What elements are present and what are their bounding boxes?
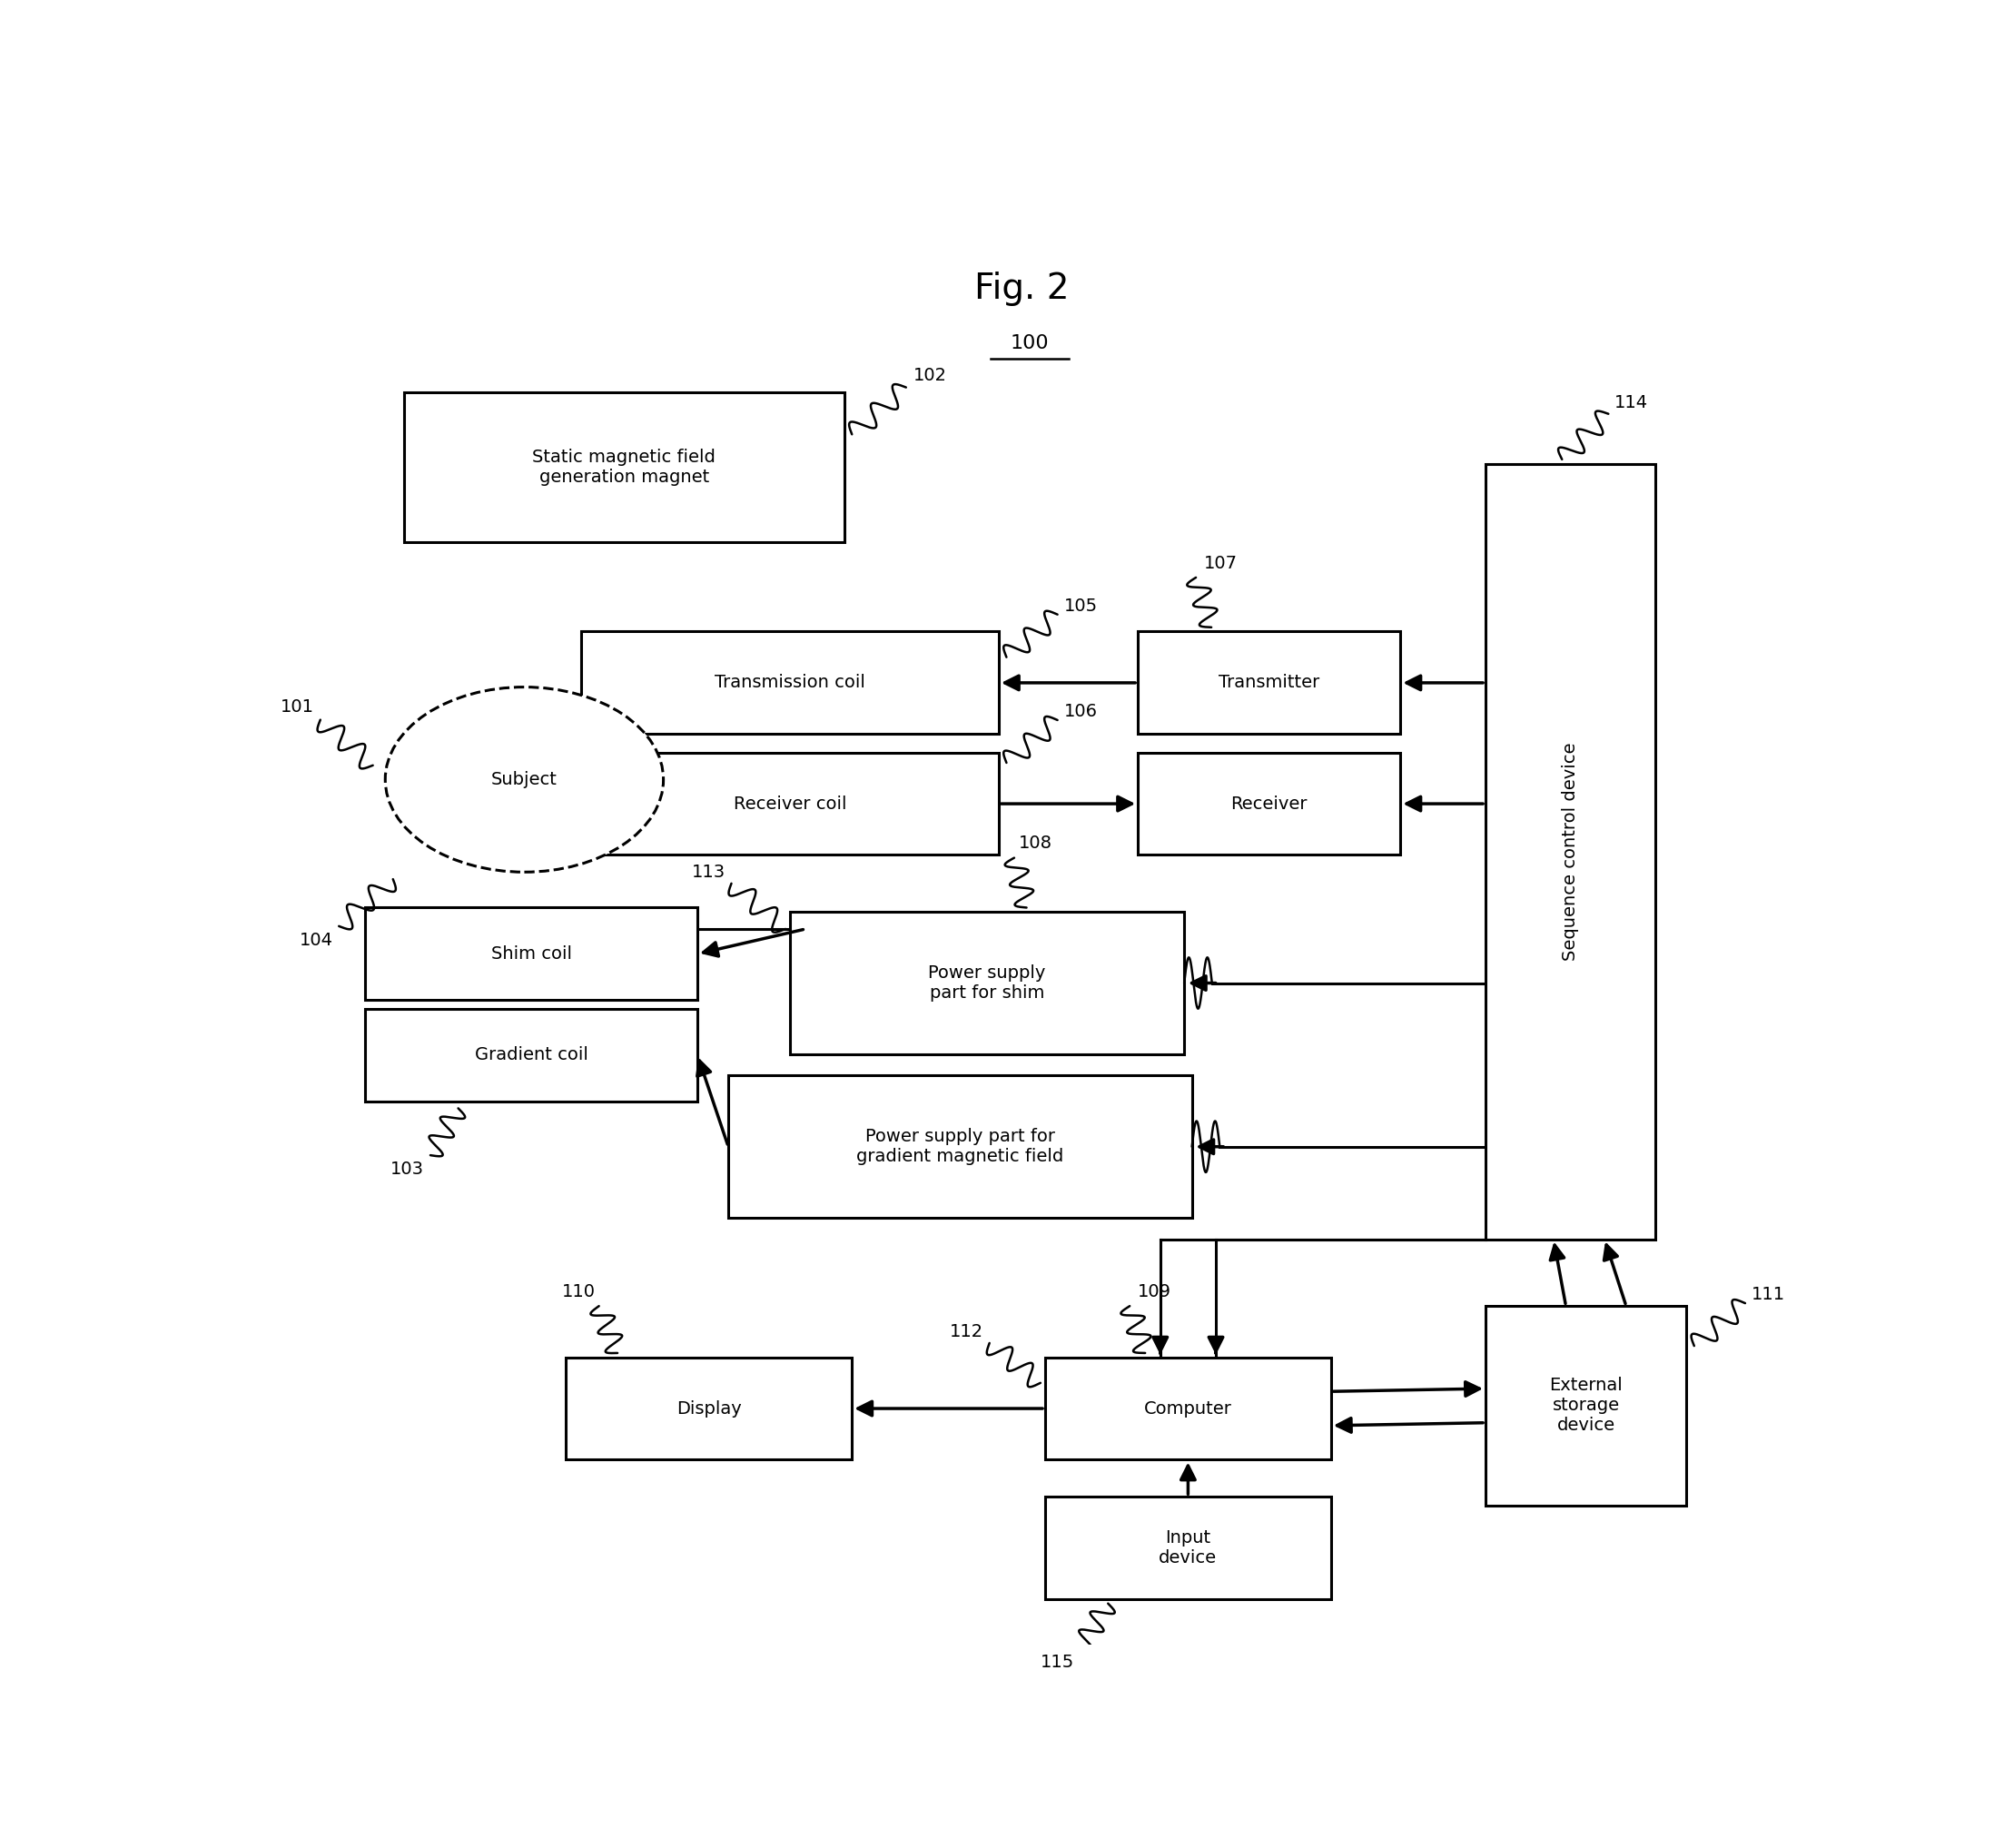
Bar [365,907,698,1000]
Bar [1139,752,1400,856]
Text: 106: 106 [1063,702,1097,721]
Text: 110: 110 [562,1283,596,1301]
Text: Gradient coil: Gradient coil [475,1046,588,1064]
Text: Power supply part for
gradient magnetic field: Power supply part for gradient magnetic … [857,1127,1063,1166]
Bar [1045,1356,1332,1460]
Bar [403,392,843,541]
Text: Display: Display [676,1401,742,1417]
Text: Subject: Subject [491,771,558,789]
Bar [728,1076,1192,1218]
Bar [1486,1307,1687,1506]
Text: 101: 101 [281,699,315,715]
Bar [790,911,1184,1053]
Text: 105: 105 [1063,597,1097,615]
Text: Power supply
part for shim: Power supply part for shim [929,965,1047,1002]
Text: 115: 115 [1041,1654,1075,1671]
Text: Shim coil: Shim coil [491,944,572,963]
Bar [582,752,999,856]
Text: 109: 109 [1137,1283,1170,1301]
Text: 108: 108 [1019,835,1053,852]
Text: 102: 102 [913,368,947,384]
Text: Input
device: Input device [1159,1530,1216,1567]
Text: Transmission coil: Transmission coil [714,675,865,691]
Bar [1139,632,1400,734]
Text: 114: 114 [1615,394,1649,410]
Text: 113: 113 [692,863,726,881]
Bar [582,632,999,734]
Text: 103: 103 [391,1161,425,1179]
Text: Static magnetic field
generation magnet: Static magnetic field generation magnet [532,449,716,486]
Text: 112: 112 [949,1323,983,1340]
Bar [1486,464,1655,1240]
Bar [365,1009,698,1101]
Text: Computer: Computer [1145,1401,1232,1417]
Text: External
storage
device: External storage device [1549,1377,1623,1434]
Text: Fig. 2: Fig. 2 [975,272,1069,307]
Text: 107: 107 [1204,554,1236,571]
Ellipse shape [385,687,664,872]
Text: 104: 104 [299,931,333,950]
Text: 100: 100 [1011,334,1049,353]
Text: Receiver coil: Receiver coil [734,795,847,813]
Text: Receiver: Receiver [1230,795,1308,813]
Bar [566,1356,851,1460]
Text: Sequence control device: Sequence control device [1561,743,1579,961]
Text: 111: 111 [1751,1286,1785,1303]
Bar [1045,1497,1332,1599]
Text: Transmitter: Transmitter [1218,675,1320,691]
